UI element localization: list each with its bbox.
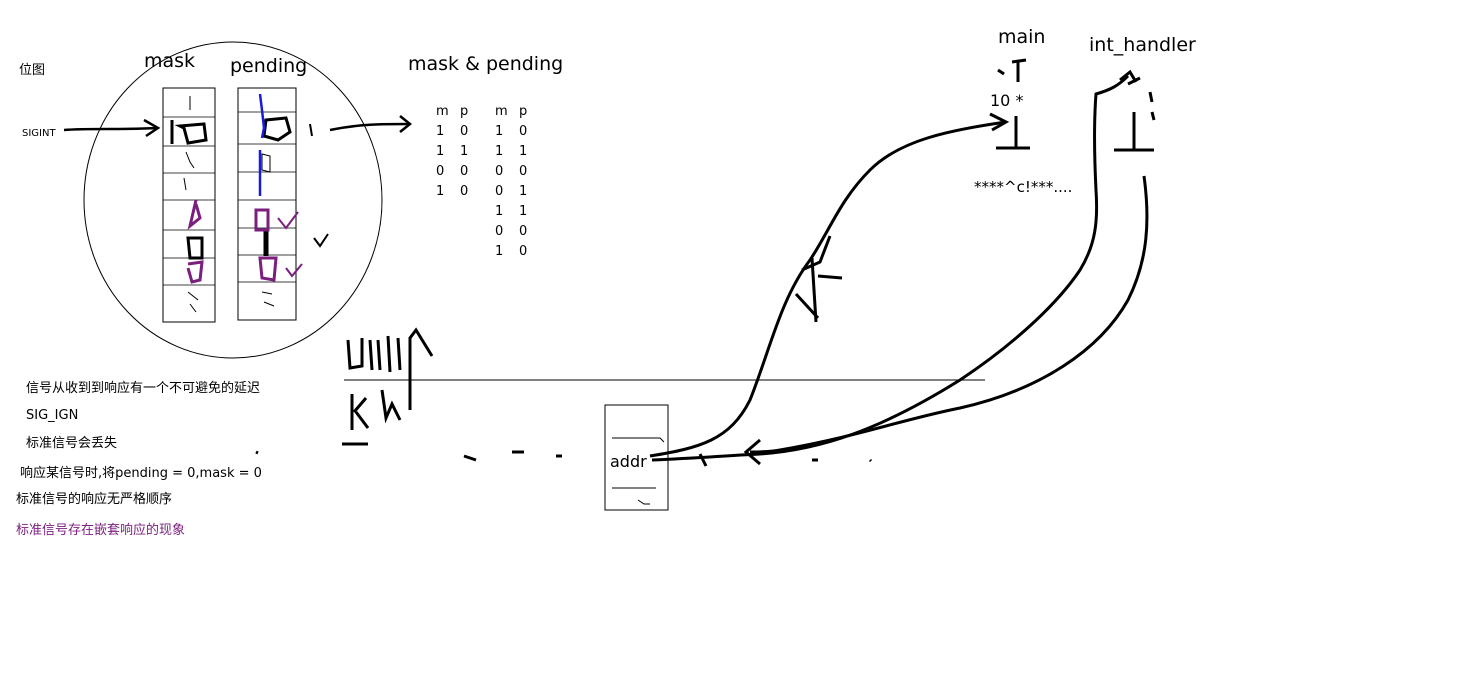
tick-mark xyxy=(309,123,313,137)
cell: 1 xyxy=(495,124,504,139)
cell: 0 xyxy=(519,124,528,139)
note-lost: 标准信号会丢失 xyxy=(26,436,118,451)
note-nested: 标准信号存在嵌套响应的现象 xyxy=(16,523,186,538)
cell: 1 xyxy=(436,124,445,139)
cell: 0 xyxy=(519,224,528,239)
cell: 0 xyxy=(460,124,469,139)
cell: 0 xyxy=(519,164,528,179)
addr-box xyxy=(604,404,669,511)
pending-blue-marks xyxy=(258,93,266,196)
note-sig-ign: SIG_IGN xyxy=(26,408,79,423)
cell: 1 xyxy=(519,144,528,159)
cell: 0 xyxy=(436,164,445,179)
cell: 1 xyxy=(436,144,445,159)
handler-stack xyxy=(1114,91,1156,152)
bitmap-circle xyxy=(83,41,383,359)
header-m: m xyxy=(436,104,449,119)
cell: 0 xyxy=(495,184,504,199)
sigint-label: SIGINT xyxy=(22,128,56,139)
cell: 0 xyxy=(495,164,504,179)
result-label: mask & pending xyxy=(408,53,564,75)
mask-purple-marks xyxy=(186,199,204,284)
main-stack xyxy=(996,58,1030,150)
addr-label: addr xyxy=(610,452,647,471)
sigint-arrow xyxy=(63,118,161,138)
header-m: m xyxy=(495,104,508,119)
pending-purple-marks xyxy=(254,208,303,282)
pending-column xyxy=(237,87,297,321)
ten-label: 10 * xyxy=(990,91,1024,110)
cell: 1 xyxy=(519,184,528,199)
pending-label: pending xyxy=(230,55,308,77)
output-label: ****^c!***.... xyxy=(974,178,1073,196)
dashes xyxy=(255,450,873,463)
cell: 1 xyxy=(460,144,469,159)
cell: 1 xyxy=(495,144,504,159)
result-arrow xyxy=(329,115,413,133)
note-reset: 响应某信号时,将pending = 0,mask = 0 xyxy=(20,466,262,481)
mask-label: mask xyxy=(144,50,196,72)
mask-column xyxy=(162,87,216,323)
note-order: 标准信号的响应无严格顺序 xyxy=(16,492,173,507)
bitmap-label: 位图 xyxy=(19,63,46,78)
user-kernel-scribble xyxy=(342,327,434,446)
cell: 0 xyxy=(460,184,469,199)
main-label: main xyxy=(998,26,1046,48)
cell: 0 xyxy=(460,164,469,179)
cell: 0 xyxy=(519,244,528,259)
cell: 1 xyxy=(436,184,445,199)
cell: 1 xyxy=(495,244,504,259)
header-p: p xyxy=(460,104,469,119)
note-delay: 信号从收到到响应有一个不可避免的延迟 xyxy=(26,381,261,396)
cell: 0 xyxy=(495,224,504,239)
addr-to-handler-path xyxy=(651,69,1141,462)
header-p: p xyxy=(519,104,528,119)
addr-to-main-path xyxy=(649,112,1010,458)
handler-to-addr-path xyxy=(698,175,1149,467)
cell: 1 xyxy=(519,204,528,219)
cell: 1 xyxy=(495,204,504,219)
handler-label: int_handler xyxy=(1089,34,1196,56)
check-mark-icon xyxy=(313,233,329,248)
